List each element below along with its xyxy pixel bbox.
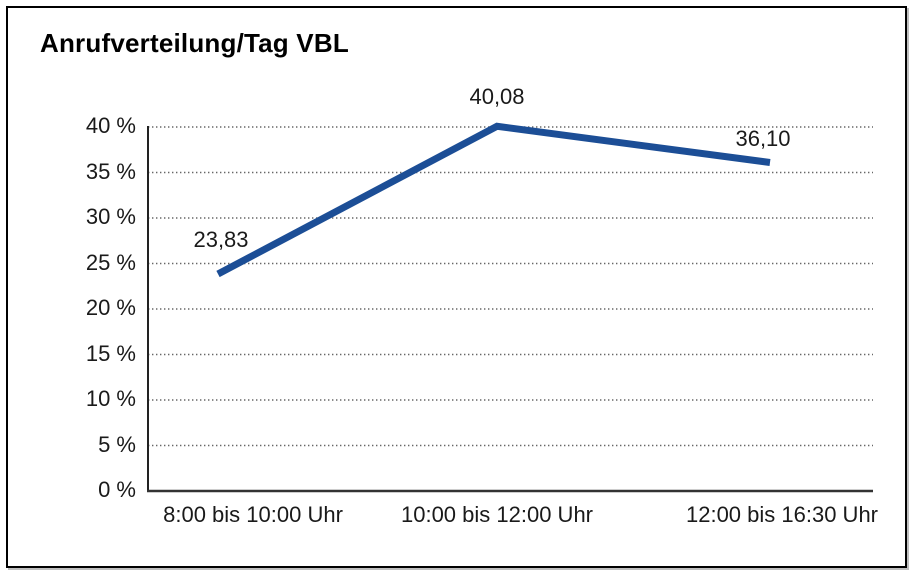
xtick-category-3: 12:00 bis 16:30 Uhr	[685, 502, 879, 527]
figure-border	[6, 6, 907, 568]
value-label-2: 40,08	[469, 84, 525, 109]
data-line-series	[216, 122, 771, 278]
xtick-category-2: 10:00 bis 12:00 Uhr	[400, 502, 594, 527]
ytick-40: 40 %	[85, 113, 136, 138]
ytick-15: 15 %	[85, 341, 136, 366]
ytick-35: 35 %	[85, 159, 136, 184]
ytick-0: 0 %	[98, 477, 136, 502]
chart-title: Anrufverteilung/Tag VBL	[40, 28, 349, 58]
value-label-3: 36,10	[735, 126, 791, 151]
value-label-1: 23,83	[193, 227, 249, 252]
gridlines	[148, 126, 873, 447]
ytick-25: 25 %	[85, 250, 136, 275]
ytick-30: 30 %	[85, 204, 136, 229]
ytick-10: 10 %	[85, 386, 136, 411]
ytick-5: 5 %	[98, 432, 136, 457]
ytick-20: 20 %	[85, 295, 136, 320]
xtick-category-1: 8:00 bis 10:00 Uhr	[163, 502, 343, 527]
